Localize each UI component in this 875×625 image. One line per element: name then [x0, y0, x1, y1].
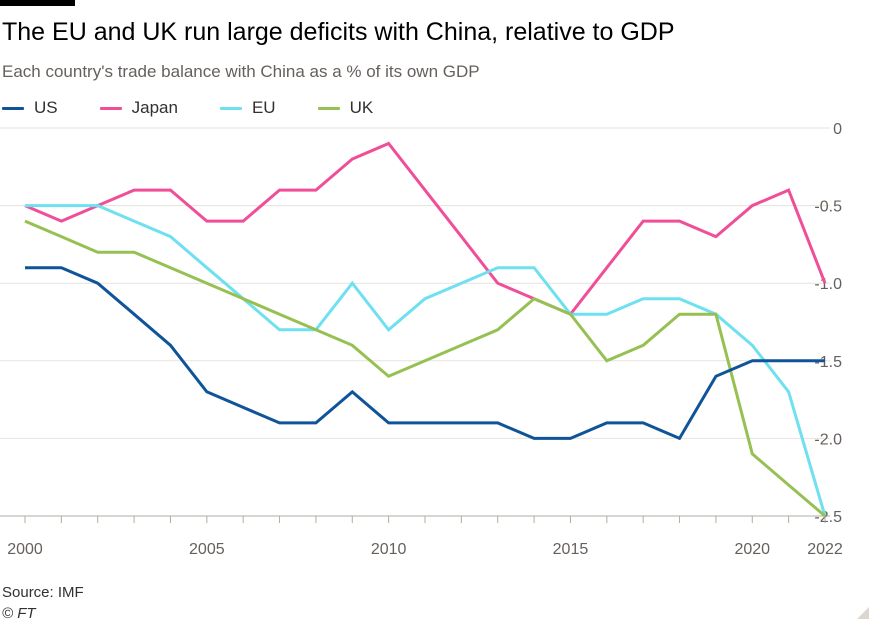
series-line-us: [25, 266, 825, 441]
x-tick-label: 2020: [734, 541, 770, 558]
legend-label-japan: Japan: [131, 98, 178, 117]
ft-credit: © FT: [2, 605, 36, 622]
legend-swatch-japan: [99, 106, 122, 110]
x-tick-label: 2005: [189, 541, 225, 558]
x-tick-label: 2010: [371, 541, 407, 558]
ft-brand-bar: [0, 0, 75, 6]
series-line-japan: [24, 141, 827, 317]
x-tick-label: 2000: [7, 541, 43, 558]
y-tick-label: 0: [833, 121, 842, 138]
legend-item-japan: Japan: [99, 98, 178, 118]
legend-swatch-eu: [219, 106, 242, 110]
legend-item-uk: UK: [317, 98, 374, 118]
chart-subtitle: Each country's trade balance with China …: [2, 62, 480, 81]
series-line-eu: [25, 204, 827, 517]
chart-legend: US Japan EU UK: [2, 98, 415, 118]
legend-label-uk: UK: [349, 98, 374, 117]
y-tick-label: -0.5: [814, 199, 842, 216]
legend-item-eu: EU: [219, 98, 276, 118]
y-tick-label: -2.0: [814, 431, 842, 448]
source-note: Source: IMF: [2, 584, 84, 601]
x-tick-label: 2015: [553, 541, 589, 558]
legend-item-us: US: [2, 98, 58, 118]
legend-swatch-uk: [317, 106, 340, 110]
x-tick-label: 2022: [807, 541, 843, 558]
resize-corner-icon: [857, 607, 869, 619]
legend-swatch-us: [2, 106, 24, 110]
legend-label-eu: EU: [251, 98, 276, 117]
legend-label-us: US: [34, 98, 58, 117]
y-tick-label: -1.5: [814, 354, 842, 371]
chart-title: The EU and UK run large deficits with Ch…: [2, 18, 675, 46]
series-line-uk: [24, 219, 826, 518]
y-tick-label: -1.0: [814, 276, 842, 293]
